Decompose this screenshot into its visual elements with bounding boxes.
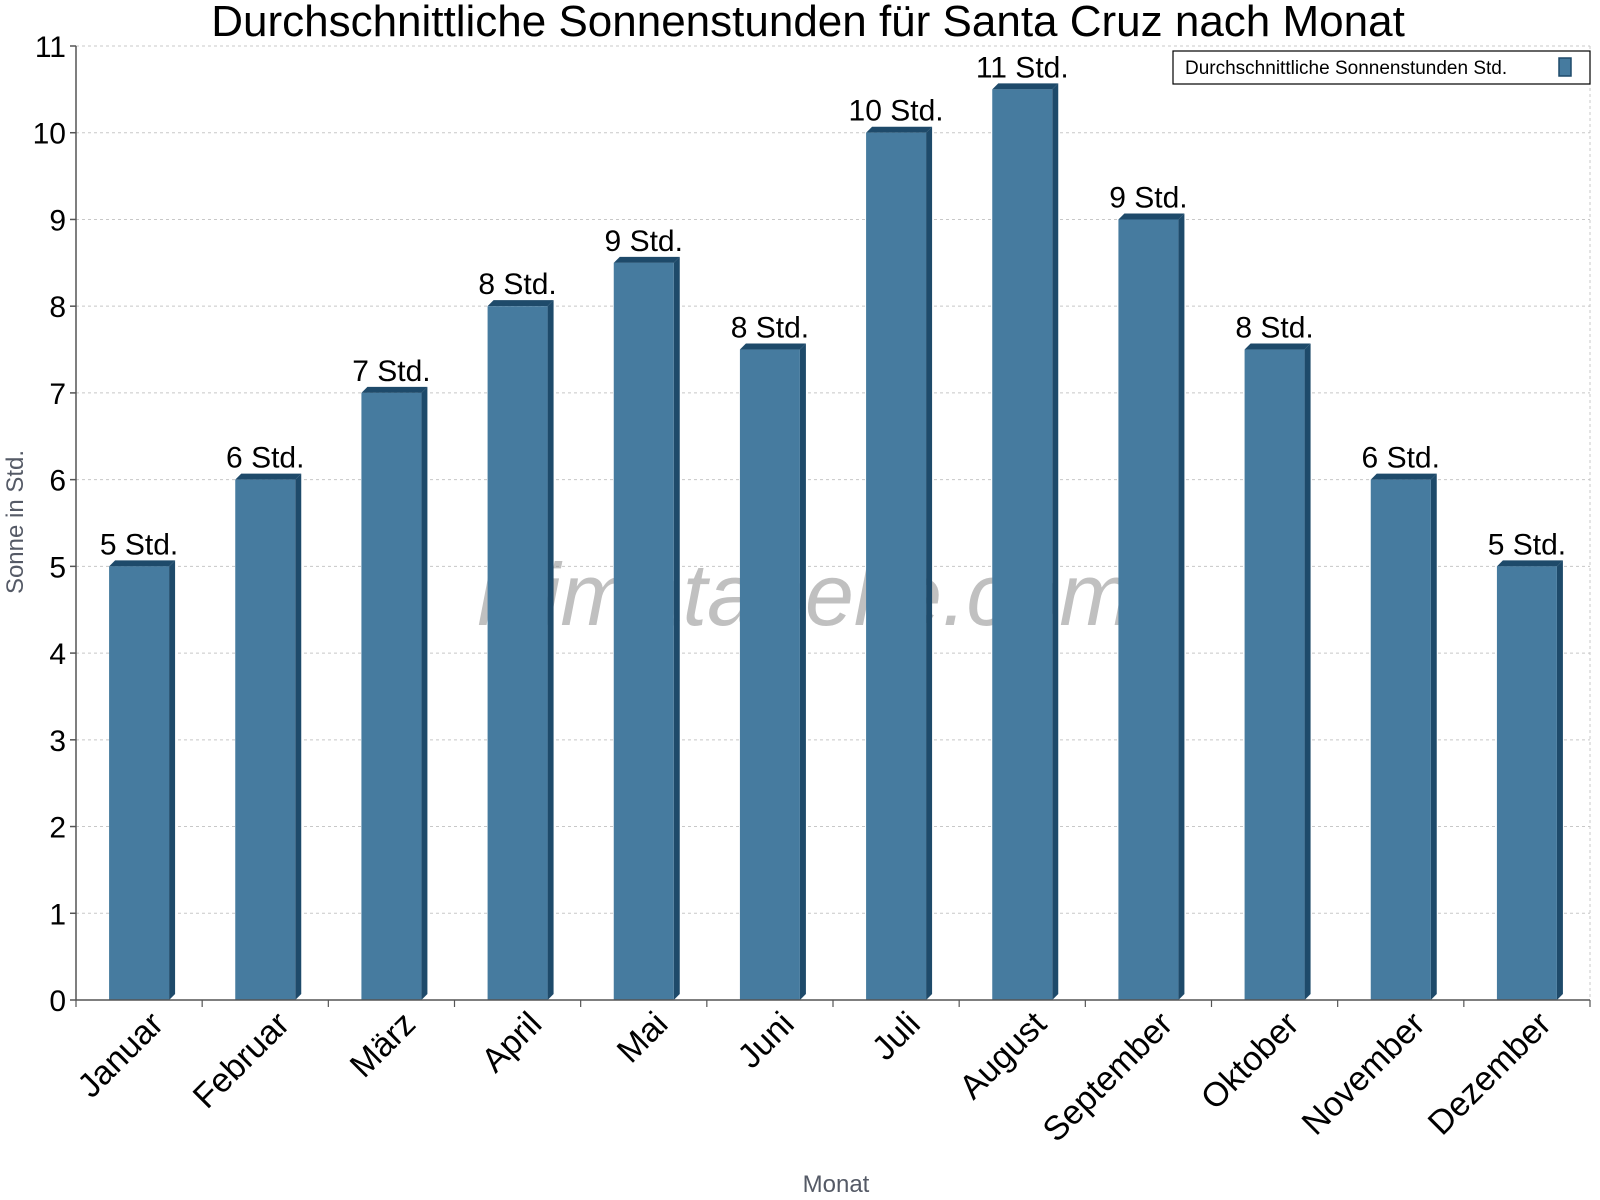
y-tick-label: 8 [49,291,66,324]
x-tick-label-april: April [474,1005,549,1080]
bar-top [866,126,933,133]
bar-top [1370,473,1437,480]
x-tick-label-mai: Mai [610,1005,676,1071]
bar-front [992,89,1053,1000]
y-tick-label: 1 [49,898,66,931]
chart-title: Durchschnittliche Sonnenstunden für Sant… [211,0,1405,46]
x-tick-label-märz: März [343,1005,423,1085]
data-labels: 5 Std. 6 Std. 7 Std. 8 Std. 9 Std. 8 Std. 10 S… [100,51,1566,561]
bar-front [739,349,800,1001]
bar-side [926,126,933,1000]
bar-front [1370,479,1431,1000]
bar-front [235,479,296,1000]
bar-dezember [1496,560,1563,1000]
bars [109,83,1563,1001]
bar-juni [739,343,806,1001]
y-tick-label: 2 [49,812,66,845]
x-tick-label-juli: Juli [865,1005,928,1068]
bar-januar [109,560,176,1000]
x-tick-label-oktober: Oktober [1194,1005,1306,1117]
bar-side [1556,560,1563,1000]
y-tick-label: 0 [49,985,66,1018]
bar-top [487,300,554,307]
bar-side [295,473,302,1000]
x-tick-label-dezember: Dezember [1421,1005,1559,1143]
bar-side [1430,473,1437,1000]
bar-side [673,256,680,1000]
x-tick-label-august: August [952,1004,1054,1106]
bar-side [169,560,176,1000]
x-axis-label: Monat [803,1171,870,1198]
data-label-oktober: 8 Std. [1235,312,1313,345]
bar-top [1496,560,1563,567]
bar-oktober [1244,343,1311,1001]
bar-juli [866,126,933,1000]
bar-mai [613,256,680,1000]
legend: Durchschnittliche Sonnenstunden Std. [1172,50,1591,85]
grid-lines [76,45,1591,1000]
bar-front [361,392,422,1001]
bar-side [421,386,428,1001]
data-label-juni: 8 Std. [731,312,809,345]
bar-top [109,560,176,567]
y-tick-label: 11 [35,31,66,64]
bar-side [1178,213,1185,1001]
bar-front [1496,566,1557,1000]
x-tick-label-januar: Januar [70,1005,170,1105]
y-axis-label: Sonne in Std. [2,450,29,594]
bar-front [613,262,674,1000]
data-label-august: 11 Std. [976,51,1069,84]
data-label-juli: 10 Std. [849,95,944,128]
data-label-märz: 7 Std. [352,355,430,388]
data-label-november: 6 Std. [1362,442,1440,475]
x-tick-label-november: November [1295,1005,1433,1143]
legend-box [1172,50,1591,85]
bar-front [866,132,927,1000]
bar-side [1304,343,1311,1001]
bar-märz [361,386,428,1001]
bar-august [992,83,1059,1000]
bar-februar [235,473,302,1000]
bar-top [1244,343,1311,350]
bar-top [613,256,680,263]
data-label-april: 8 Std. [478,268,556,301]
bar-april [487,300,554,1000]
bar-front [109,566,170,1000]
bar-top [235,473,302,480]
y-tick-label: 4 [49,638,66,671]
bar-top [1118,213,1185,220]
x-tick-label-juni: Juni [731,1005,802,1076]
bar-top [739,343,806,350]
data-label-mai: 9 Std. [605,225,683,258]
legend-swatch [1558,57,1572,77]
bar-side [1052,83,1059,1000]
bar-november [1370,473,1437,1000]
bar-side [547,300,554,1000]
data-label-dezember: 5 Std. [1488,528,1566,561]
y-tick-label: 6 [49,465,66,498]
y-tick-label: 5 [49,551,66,584]
bar-side [799,343,806,1001]
data-label-september: 9 Std. [1109,181,1187,214]
legend-label: Durchschnittliche Sonnenstunden Std. [1185,58,1507,79]
x-tick-label-september: September [1036,1005,1180,1149]
bar-front [1244,349,1305,1001]
bar-top [361,386,428,393]
data-label-februar: 6 Std. [226,442,304,475]
y-tick-label: 7 [49,378,66,411]
y-tick-label: 10 [33,118,66,151]
bar-september [1118,213,1185,1001]
y-tick-label: 3 [49,725,66,758]
data-label-januar: 5 Std. [100,528,178,561]
bar-top [992,83,1059,90]
bar-front [487,306,548,1000]
y-tick-label: 9 [49,204,66,237]
x-tick-label-februar: Februar [186,1005,297,1116]
bar-front [1118,219,1179,1001]
